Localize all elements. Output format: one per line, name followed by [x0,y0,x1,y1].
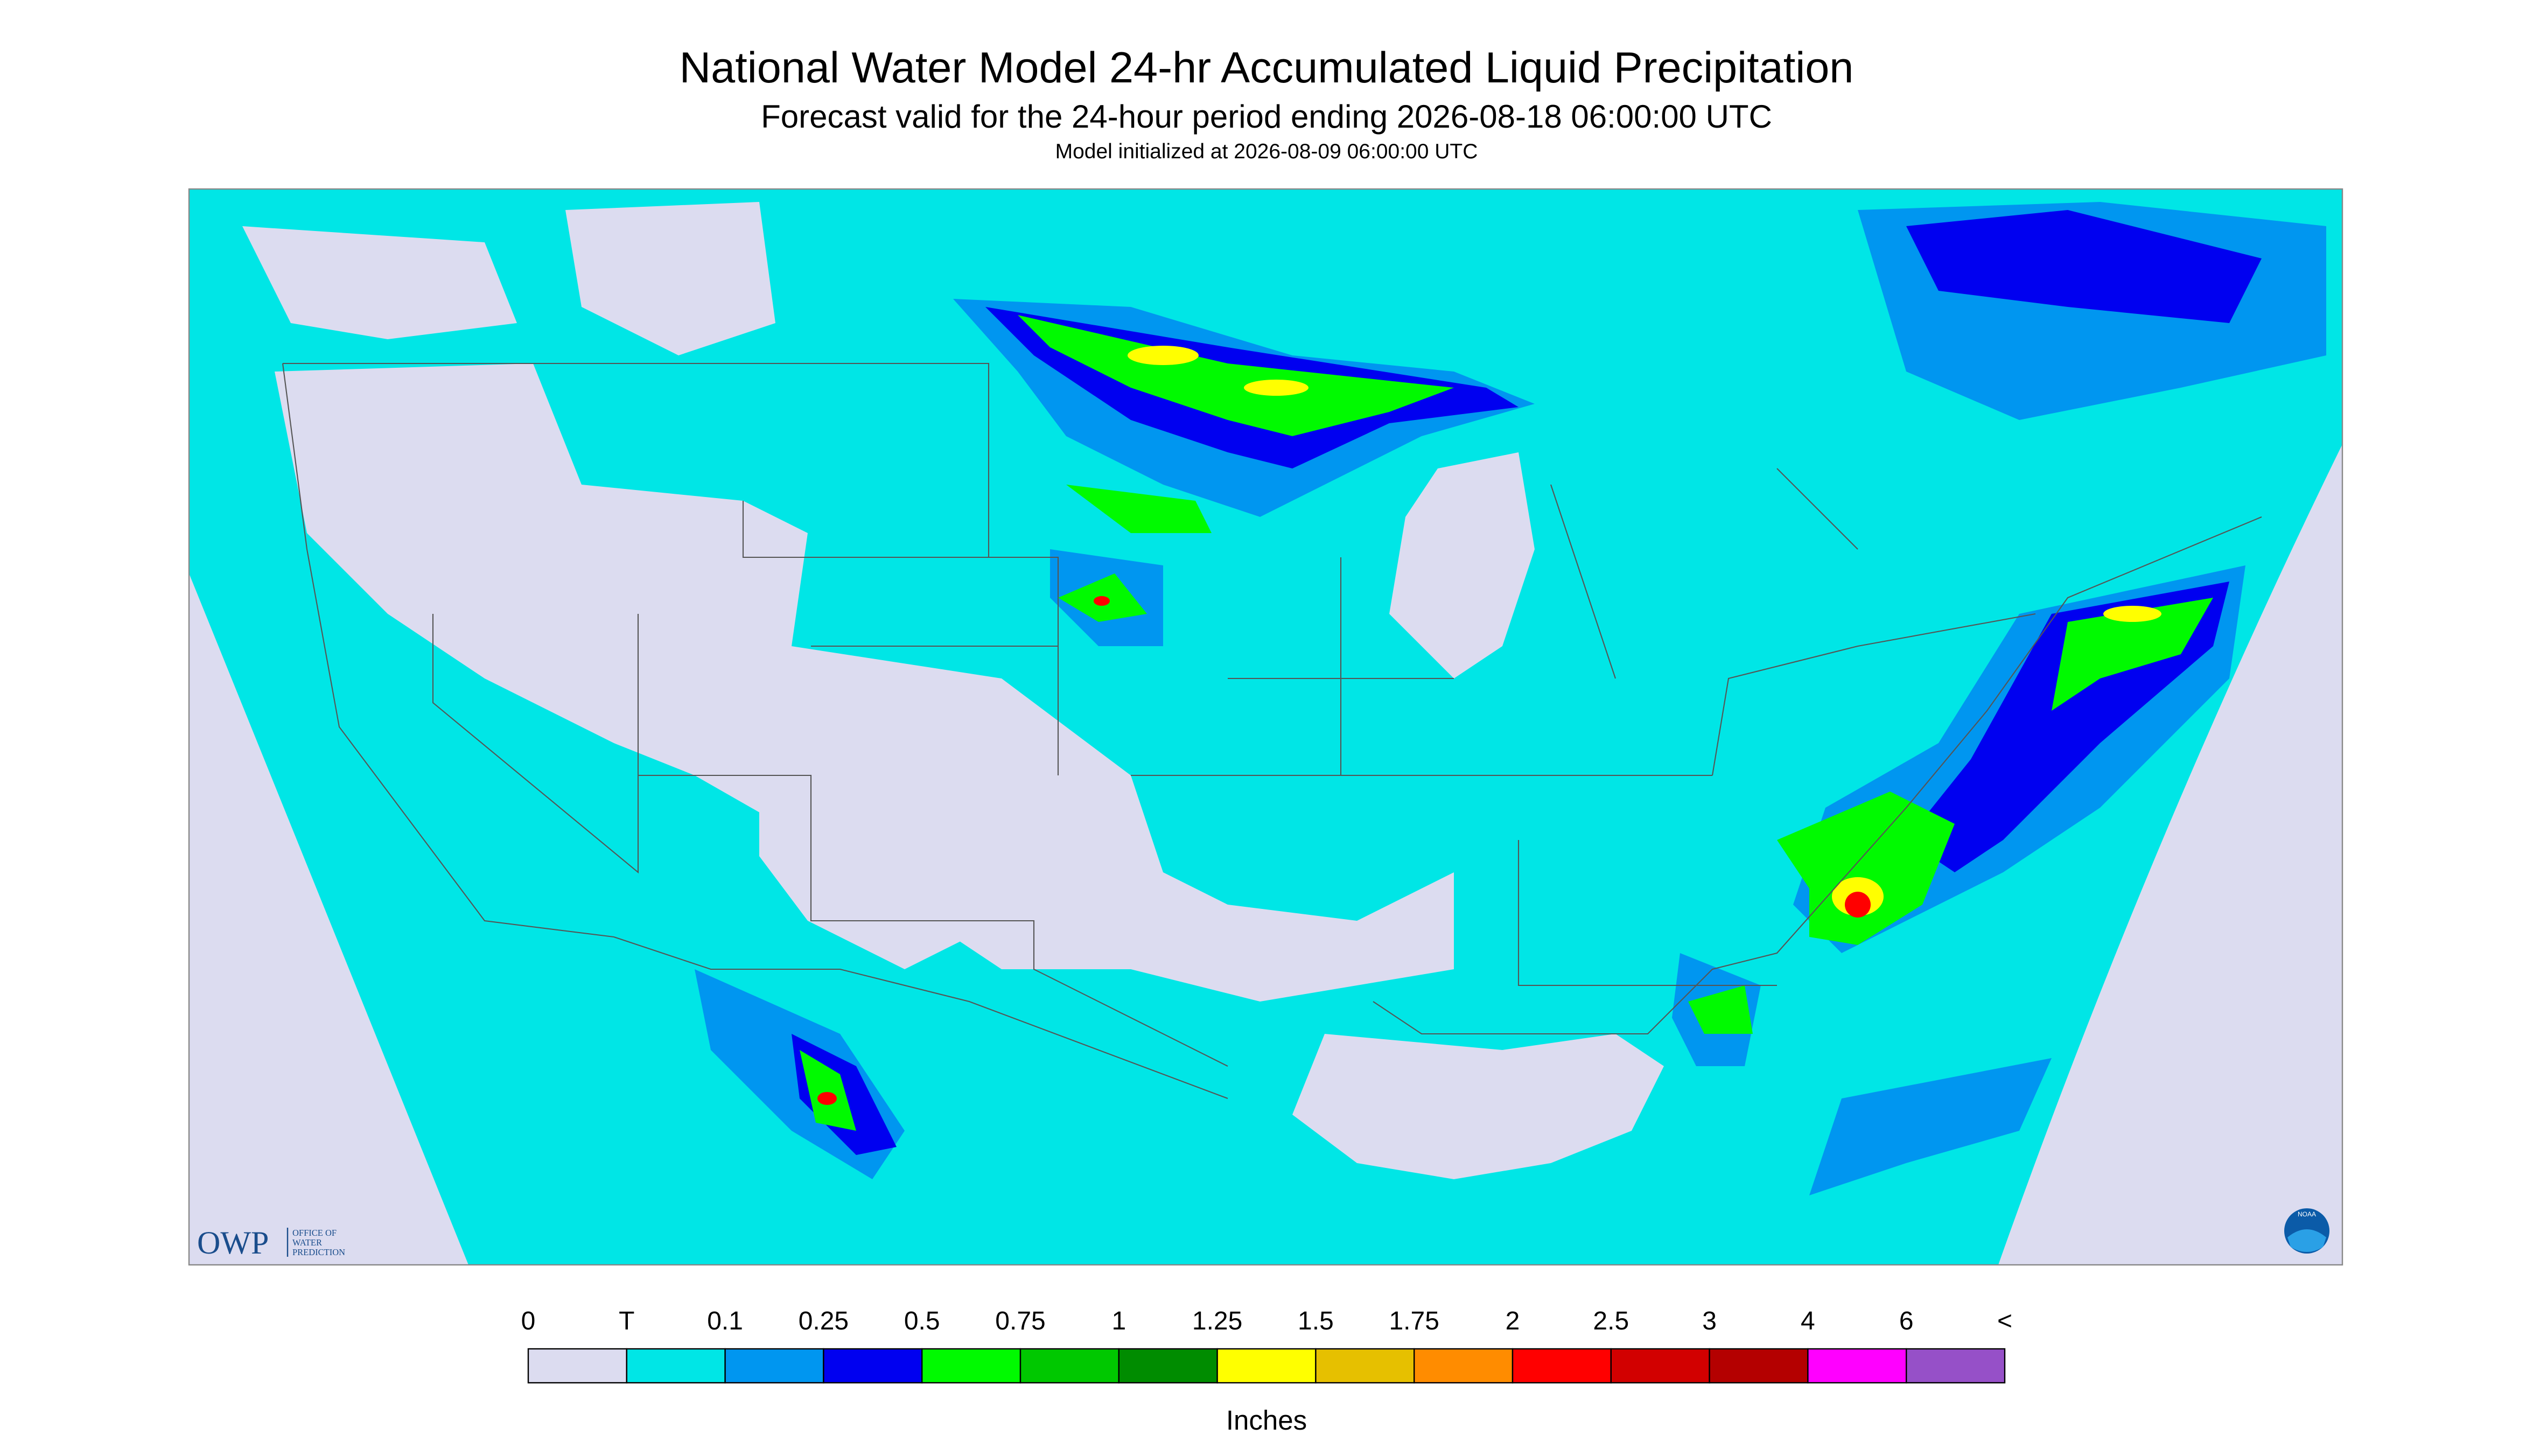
legend-label: 2 [1506,1307,1520,1335]
noaa-text: NOAA [2298,1210,2316,1218]
legend-swatch [921,1348,1021,1384]
legend-swatch [823,1348,923,1384]
legend-swatch [1118,1348,1218,1384]
legend-label: 0.75 [995,1307,1045,1335]
legend-label: 1.5 [1298,1307,1334,1335]
legend-swatch [1315,1348,1415,1384]
legend-swatch [1709,1348,1809,1384]
logo-acronym: OWP [197,1225,269,1261]
logo-name: WATER [292,1237,322,1248]
legend-swatch [1216,1348,1317,1384]
legend-label: 0.1 [707,1307,743,1335]
title: National Water Model 24-hr Accumulated L… [680,44,1854,92]
legend-swatch [1610,1348,1710,1384]
legend-swatch [626,1348,726,1384]
legend-label: 0 [521,1307,536,1335]
legend-label: T [619,1307,634,1335]
legend-label: 0.5 [904,1307,940,1335]
legend-swatch [1807,1348,1907,1384]
legend-label: 1.75 [1389,1307,1439,1335]
init-time: Model initialized at 2026-08-09 06:00:00… [1055,140,1478,163]
legend-swatch [724,1348,824,1384]
legend-swatch [1512,1348,1612,1384]
legend-label: 1.25 [1192,1307,1242,1335]
logo-name: OFFICE OF [292,1228,337,1238]
legend: 0 T 0.1 0.25 0.5 0.75 1 1.25 1.5 1.75 2 2.5 3 4 6 < [521,1307,2012,1384]
legend-label: 6 [1899,1307,1914,1335]
legend-label: 2.5 [1593,1307,1629,1335]
logo-name: PREDICTION [292,1247,345,1257]
legend-swatch [1905,1348,2006,1384]
legend-label: 3 [1702,1307,1717,1335]
subtitle: Forecast valid for the 24-hour period en… [761,99,1772,135]
legend-label: 0.25 [799,1307,849,1335]
legend-swatch [1019,1348,1120,1384]
legend-label: < [1997,1307,2012,1335]
legend-unit: Inches [1226,1405,1307,1436]
legend-swatch [1414,1348,1514,1384]
legend-label: 1 [1111,1307,1126,1335]
legend-swatch [527,1348,628,1384]
legend-label: 4 [1801,1307,1815,1335]
